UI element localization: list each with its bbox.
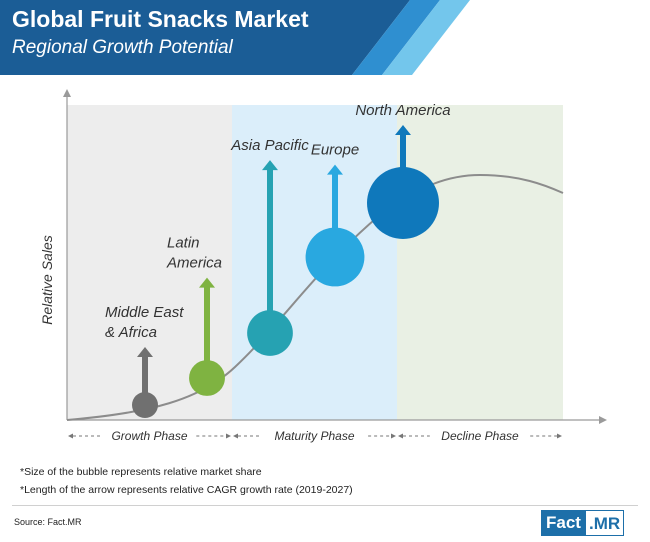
- x-axis-arrow: [599, 416, 607, 424]
- bubble-3: [247, 310, 293, 356]
- arrow-shaft-1: [142, 356, 148, 394]
- arrow-head-3: [262, 160, 278, 171]
- bubble-4: [305, 227, 365, 287]
- bubble-5: [367, 167, 439, 239]
- footnote-bubble-size: *Size of the bubble represents relative …: [20, 466, 262, 478]
- phase-band-3: [397, 105, 563, 420]
- divider: [12, 505, 638, 506]
- arrow-head-1: [137, 347, 153, 357]
- region-label-1-1: Middle East: [105, 304, 184, 321]
- arrow-shaft-5: [400, 134, 406, 169]
- region-label-1-2: & Africa: [105, 324, 157, 341]
- phase-arrow-right-2: [391, 433, 396, 439]
- factmr-logo: Fact .MR: [541, 510, 625, 536]
- source-text: Source: Fact.MR: [14, 517, 82, 527]
- page-subtitle: Regional Growth Potential: [12, 37, 233, 58]
- phase-arrow-left-2: [233, 433, 238, 439]
- arrow-head-4: [327, 164, 343, 175]
- phase-label-1: Growth Phase: [111, 429, 187, 443]
- phase-label-3: Decline Phase: [441, 429, 519, 443]
- footnote-arrow-length: *Length of the arrow represents relative…: [20, 484, 353, 496]
- arrow-shaft-2: [204, 286, 210, 363]
- region-label-2-1: Latin: [167, 235, 200, 252]
- arrow-shaft-4: [332, 173, 338, 230]
- y-axis-arrow: [63, 89, 71, 97]
- phase-arrow-left-1: [68, 433, 73, 439]
- region-label-4-1: Europe: [311, 142, 359, 159]
- logo-part-mr: .MR: [585, 510, 625, 536]
- phase-arrow-right-1: [226, 433, 231, 439]
- phase-label-2: Maturity Phase: [274, 429, 354, 443]
- region-label-5-1: North America: [355, 102, 450, 119]
- region-label-3-1: Asia Pacific: [230, 137, 309, 154]
- page-title: Global Fruit Snacks Market: [12, 6, 309, 32]
- phase-arrow-right-3: [557, 433, 562, 439]
- bubble-2: [189, 360, 225, 396]
- bubble-1: [132, 392, 158, 418]
- header-banner: Global Fruit Snacks Market Regional Grow…: [0, 0, 650, 75]
- arrow-head-5: [395, 125, 411, 135]
- region-label-2-2: America: [166, 255, 222, 272]
- phase-arrow-left-3: [398, 433, 403, 439]
- arrow-shaft-3: [267, 169, 273, 313]
- logo-part-fact: Fact: [541, 510, 586, 536]
- footnotes: *Size of the bubble represents relative …: [20, 463, 353, 499]
- arrow-head-2: [199, 277, 215, 288]
- y-axis-label: Relative Sales: [39, 235, 55, 325]
- header-background: [0, 0, 470, 75]
- chart: Relative Sales Growth Phase Maturity Phase…: [39, 89, 607, 443]
